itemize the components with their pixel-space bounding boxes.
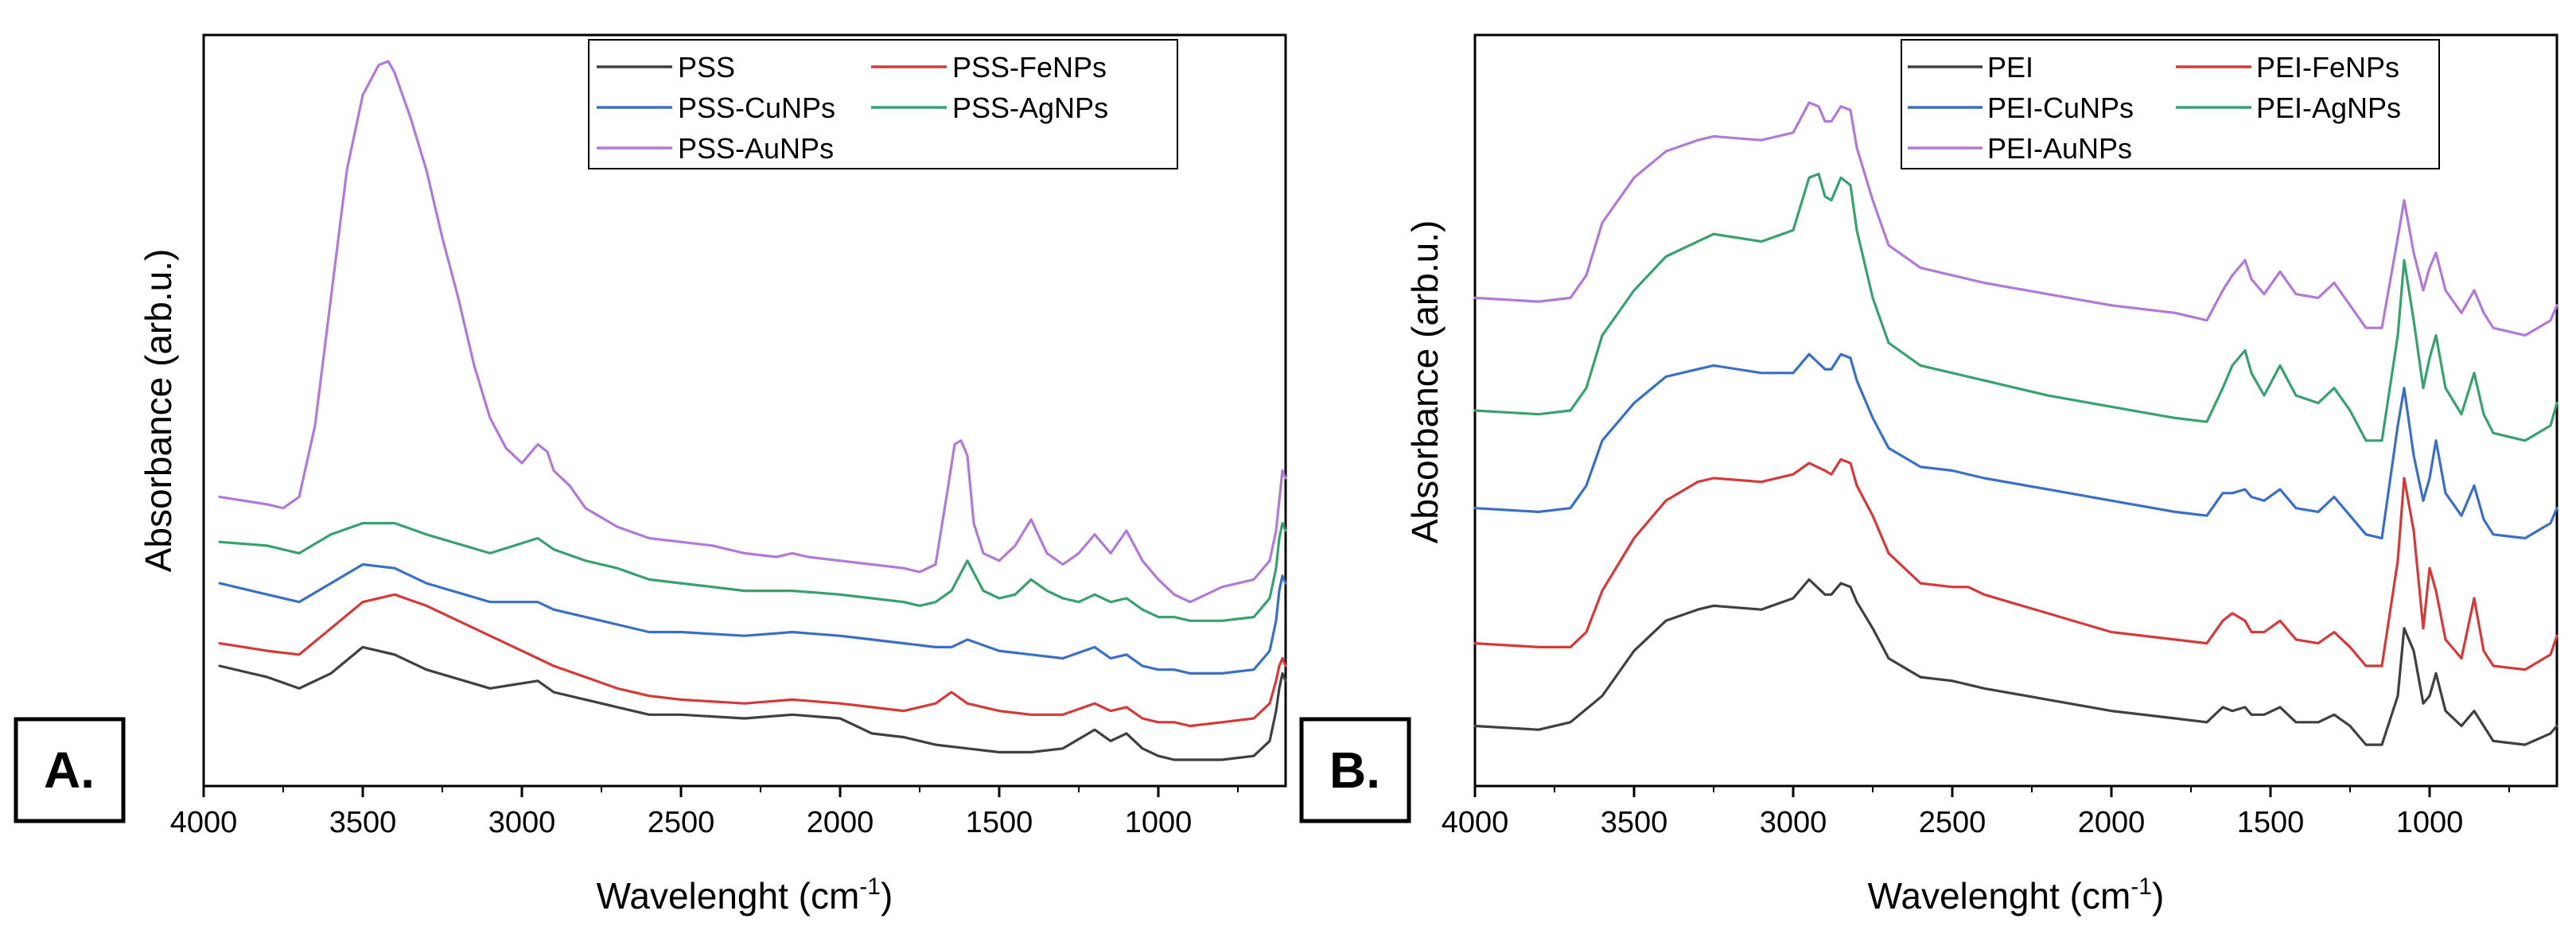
panel-a-letter: A.	[44, 741, 95, 799]
panel-a-y-axis-title: Absorbance (arb.u.)	[138, 249, 179, 573]
panel-b-letter: B.	[1329, 741, 1380, 799]
panel-a-series-pss-cunps	[218, 562, 1287, 675]
panel-b-x-axis-title-main: Wavelenght (cm	[1868, 875, 2131, 916]
panel-b-series-pei-agnps	[1473, 173, 2558, 442]
panel-b-x-tick-label: 2500	[1919, 806, 1986, 839]
panel-b-x-tick-label: 1500	[2237, 806, 2305, 839]
panel-b-series-pei	[1473, 578, 2558, 746]
panel-a-x-axis-title-end: )	[881, 875, 893, 916]
panel-a: 4000 3500 3000 2500 2000 1500 1000 PSS PSS-FeN…	[14, 33, 1287, 916]
panel-a-x-tick-label: 2500	[648, 806, 715, 839]
panel-a-x-tick-label: 2000	[807, 806, 874, 839]
panel-a-series-pss	[218, 645, 1287, 761]
panel-b-legend-pei-agnps: PEI-AgNPs	[2256, 91, 2401, 124]
panel-a-x-tick-label: 4000	[170, 806, 238, 839]
panel-b-legend-pei-fenps: PEI-FeNPs	[2256, 51, 2399, 84]
panel-b-x-tick-label: 2000	[2078, 806, 2146, 839]
panel-a-x-ticks: 4000 3500 3000 2500 2000 1500 1000	[170, 786, 1239, 839]
panel-b: 4000 3500 3000 2500 2000 1500 1000 PEI PEI-FeN…	[1299, 33, 2558, 916]
panel-b-legend-box	[1901, 39, 2440, 169]
panel-b-legend-pei: PEI	[1987, 51, 2033, 84]
panel-a-x-tick-label: 3500	[329, 806, 397, 839]
panel-b-x-tick-label: 3000	[1760, 806, 1827, 839]
panel-a-letter-box	[14, 717, 126, 823]
panel-a-legend-pss-aunps: PSS-AuNPs	[678, 132, 834, 165]
panel-b-x-ticks: 4000 3500 3000 2500 2000 1500 1000	[1442, 786, 2510, 839]
panel-a-x-tick-label: 3000	[488, 806, 556, 839]
panel-b-series-group	[1473, 101, 2558, 746]
panel-a-x-tick-label: 1500	[966, 806, 1033, 839]
panel-a-x-axis-title-main: Wavelenght (cm	[597, 875, 860, 916]
panel-b-series-pei-fenps	[1473, 457, 2558, 671]
panel-a-x-axis-title: Wavelenght (cm-1)	[597, 874, 893, 916]
panel-b-series-pei-cunps	[1473, 352, 2558, 540]
panel-b-series-pei-aunps	[1473, 101, 2558, 337]
panel-a-plot-frame	[202, 33, 1287, 788]
panel-b-legend-pei-aunps: PEI-AuNPs	[1987, 132, 2132, 165]
panel-a-legend-pss-cunps: PSS-CuNPs	[678, 91, 835, 124]
panel-b-x-axis-title-end: )	[2152, 875, 2164, 916]
panel-b-x-axis-title: Wavelenght (cm-1)	[1868, 874, 2165, 916]
panel-a-legend-box	[588, 39, 1178, 169]
panel-a-series-group	[218, 60, 1287, 761]
panel-a-legend-pss-agnps: PSS-AgNPs	[952, 91, 1108, 124]
panel-a-series-pss-agnps	[218, 521, 1287, 622]
panel-a-series-pss-fenps	[218, 593, 1287, 728]
panel-b-x-tick-label: 1000	[2396, 806, 2464, 839]
panel-a-legend-pss: PSS	[678, 51, 735, 84]
panel-b-x-axis-title-sup: -1	[2130, 874, 2152, 900]
panel-b-x-tick-label: 4000	[1442, 806, 1509, 839]
panel-a-legend-pss-fenps: PSS-FeNPs	[952, 51, 1107, 84]
panel-a-series-pss-aunps	[218, 60, 1287, 604]
panel-b-x-tick-label: 3500	[1601, 806, 1668, 839]
panel-b-letter-box	[1299, 717, 1411, 823]
panel-a-x-axis-title-sup: -1	[859, 874, 881, 900]
panel-b-legend-pei-cunps: PEI-CuNPs	[1987, 91, 2134, 124]
panel-a-x-tick-label: 1000	[1125, 806, 1193, 839]
panel-a-grid-area	[202, 33, 1287, 788]
panel-b-y-axis-title: Absorbance (arb.u.)	[1404, 220, 1446, 544]
